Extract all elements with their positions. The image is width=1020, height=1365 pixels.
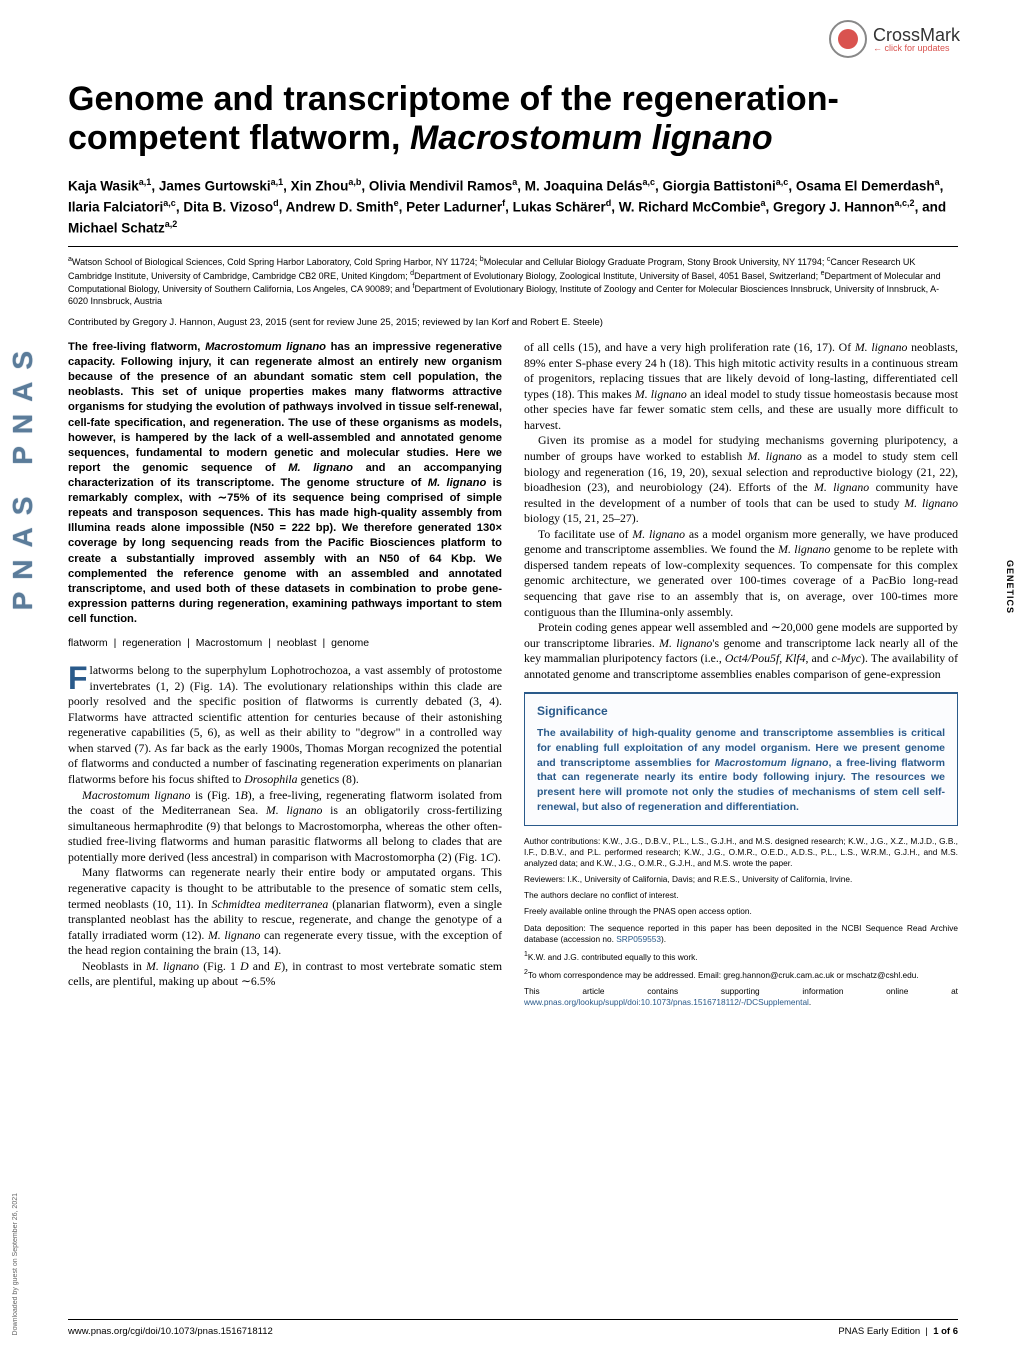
page-footer: www.pnas.org/cgi/doi/10.1073/pnas.151671… — [68, 1319, 958, 1337]
keywords: flatworm | regeneration | Macrostomum | … — [68, 637, 502, 649]
significance-box: Significance The availability of high-qu… — [524, 692, 958, 825]
author-list: Kaja Wasika,1, James Gurtowskia,1, Xin Z… — [68, 176, 958, 238]
divider — [68, 246, 958, 247]
contributed-line: Contributed by Gregory J. Hannon, August… — [68, 317, 958, 328]
footer-page: PNAS Early Edition | 1 of 6 — [838, 1326, 958, 1337]
significance-title: Significance — [537, 704, 945, 718]
article-title: Genome and transcriptome of the regenera… — [68, 80, 958, 158]
affiliations: aWatson School of Biological Sciences, C… — [68, 255, 958, 307]
body-right: of all cells (15), and have a very high … — [524, 340, 958, 682]
abstract: The free-living flatworm, Macrostomum li… — [68, 340, 502, 627]
crossmark-label: CrossMark — [873, 26, 960, 44]
pnas-side-logo: PNAS PNAS — [8, 175, 38, 775]
section-tab-genetics: GENETICS — [1005, 560, 1015, 614]
footnotes: Author contributions: K.W., J.G., D.B.V.… — [524, 836, 958, 1009]
crossmark-icon — [829, 20, 867, 58]
body-left: Flatworms belong to the superphylum Loph… — [68, 663, 502, 990]
crossmark-badge[interactable]: CrossMark ← click for updates — [829, 20, 960, 58]
significance-body: The availability of high-quality genome … — [537, 726, 945, 814]
download-note: Downloaded by guest on September 26, 202… — [12, 1193, 19, 1335]
footer-doi: www.pnas.org/cgi/doi/10.1073/pnas.151671… — [68, 1326, 273, 1337]
crossmark-sub: ← click for updates — [873, 44, 960, 53]
